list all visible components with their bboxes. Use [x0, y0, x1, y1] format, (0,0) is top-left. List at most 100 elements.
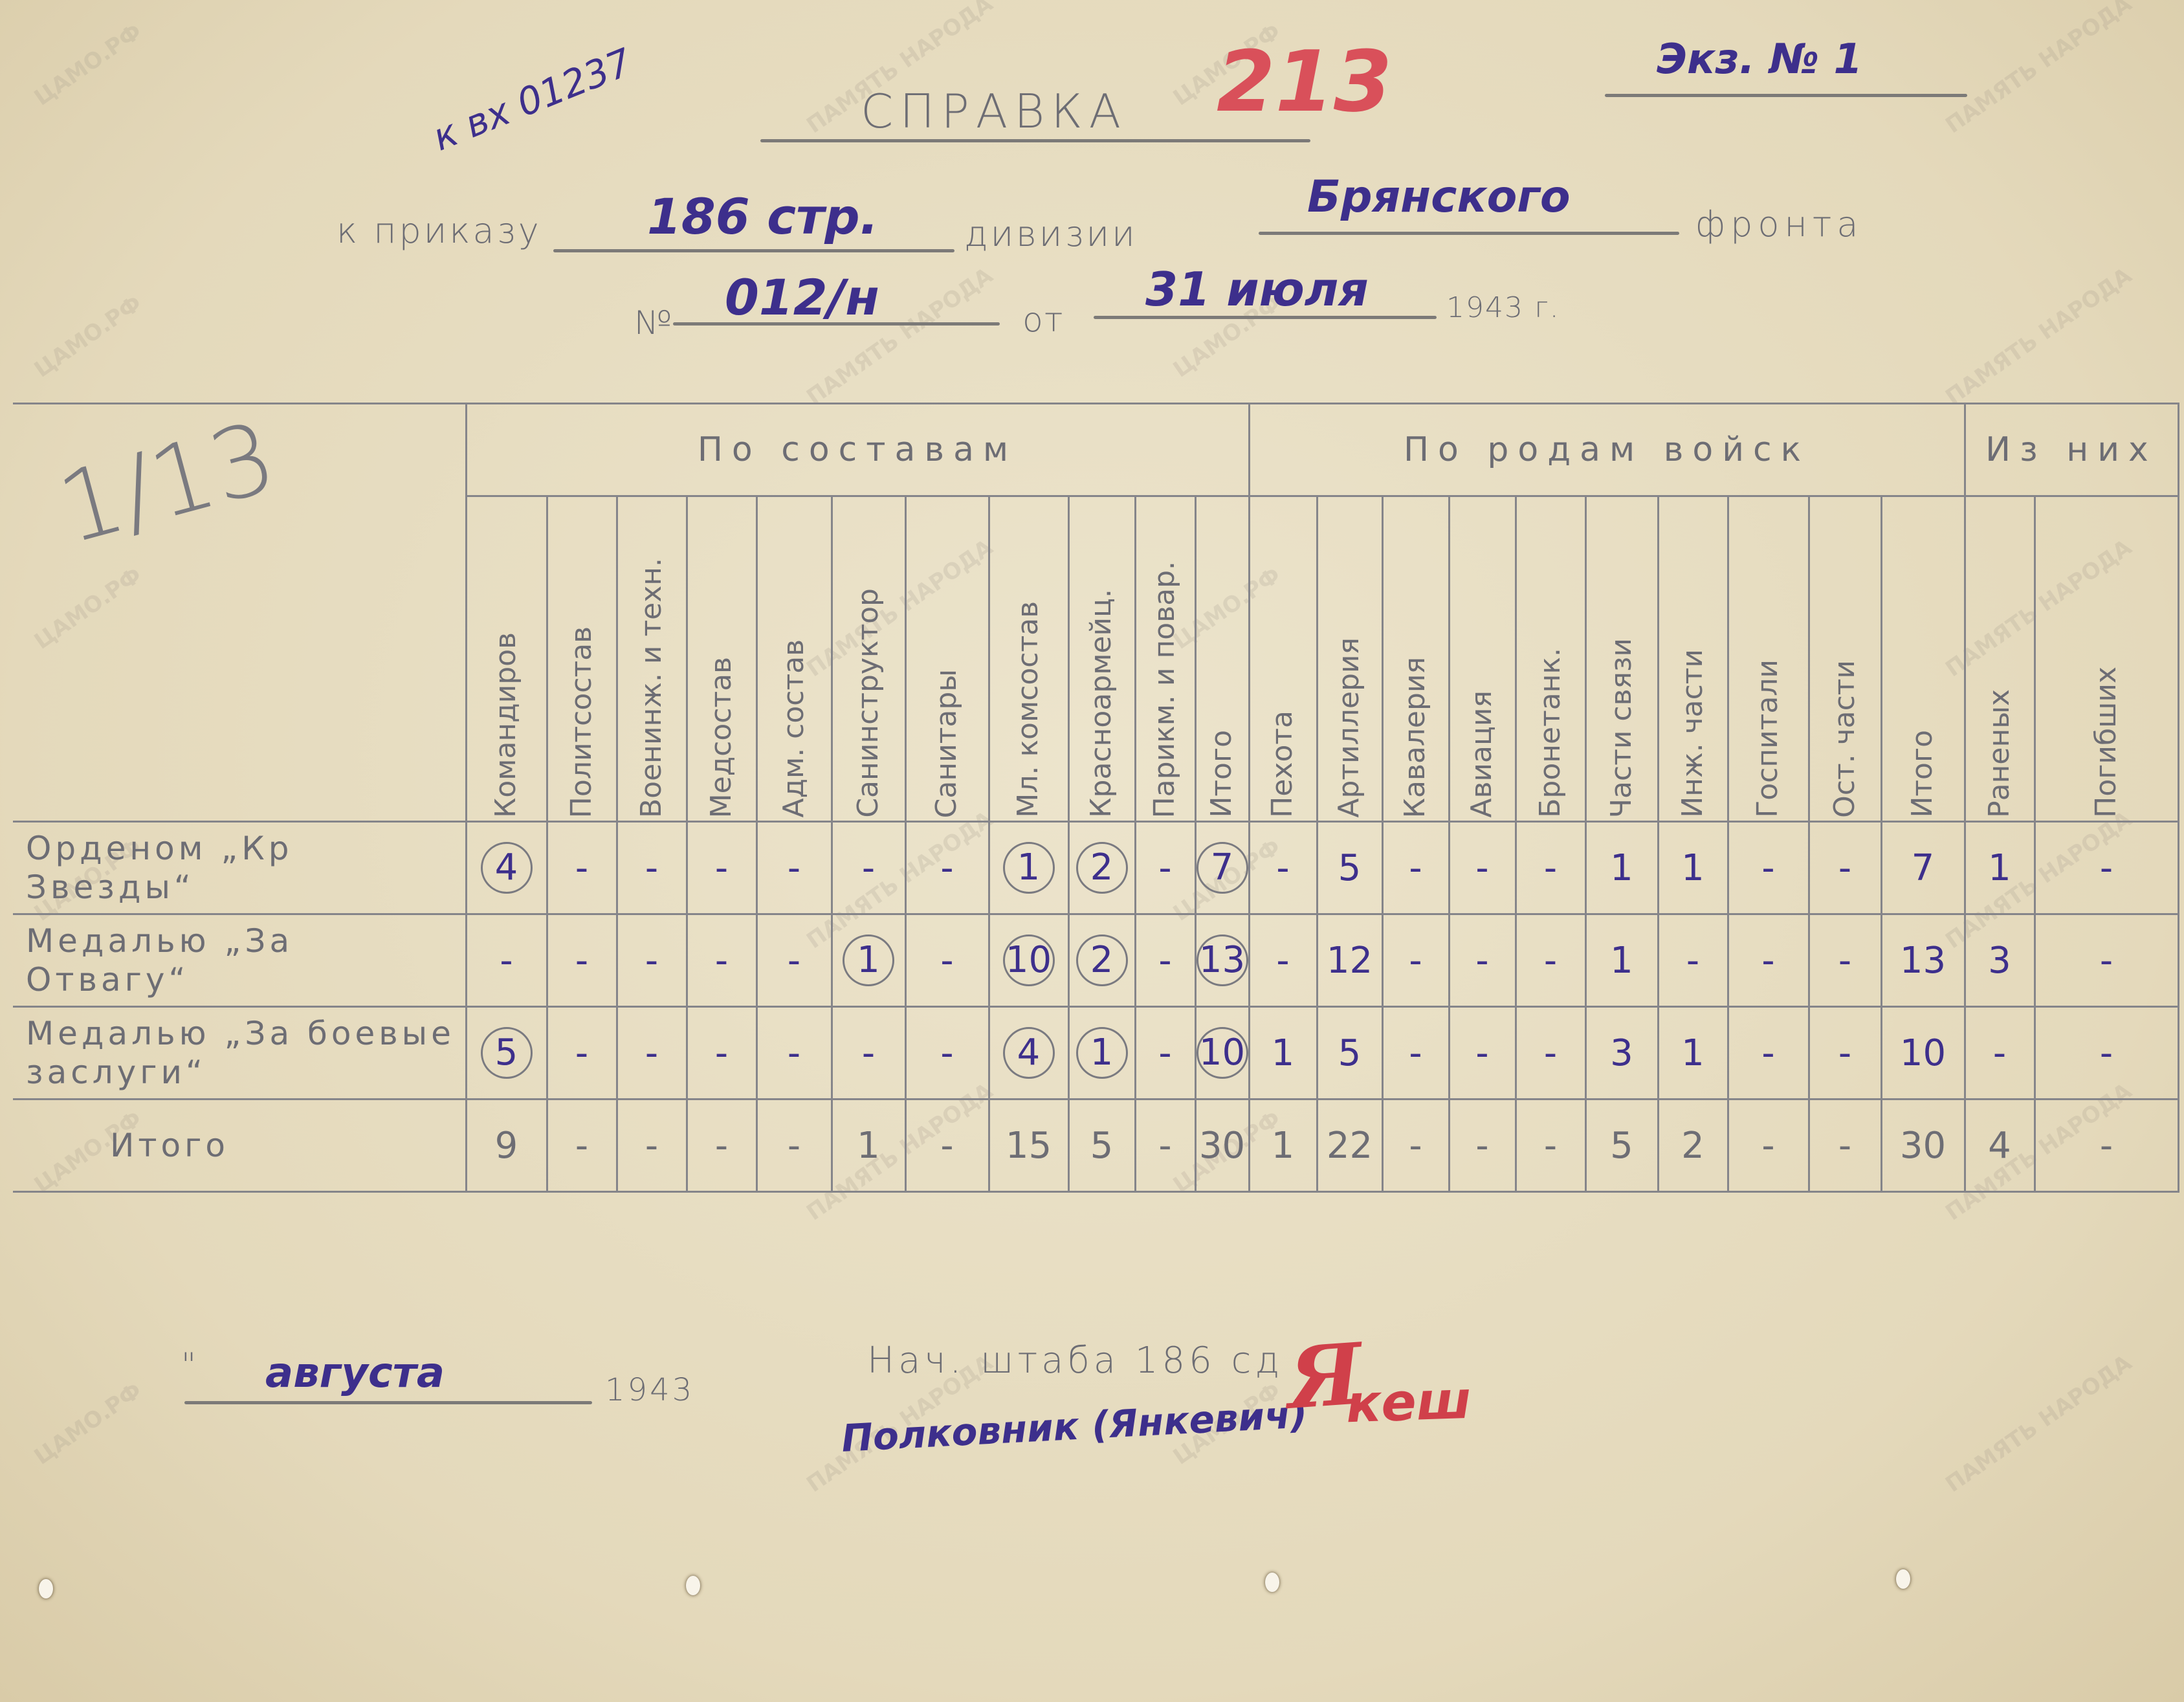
cell-value: - — [1761, 939, 1775, 982]
table-cell: - — [1657, 913, 1729, 1008]
table-cell: - — [1381, 821, 1450, 915]
table-cell: - — [546, 821, 618, 915]
cell-value: - — [861, 1032, 876, 1074]
division-label: дивизии — [964, 214, 1138, 254]
table-cell: 1 — [1584, 913, 1659, 1008]
column-header: Командиров — [465, 495, 548, 823]
cell-value: - — [940, 846, 954, 889]
table-cell: 3 — [1584, 1006, 1659, 1100]
punch-hole — [1896, 1569, 1910, 1589]
cell-value: - — [1761, 846, 1775, 889]
column-header-label: Погибших — [2089, 667, 2123, 818]
cell-value: - — [575, 1032, 589, 1074]
table-cell: - — [830, 821, 907, 915]
front-underline — [1259, 232, 1679, 235]
table-cell: - — [2033, 1098, 2179, 1193]
cell-value: 10 — [1899, 1032, 1947, 1074]
table-cell: - — [904, 1006, 990, 1100]
column-header-label: Адм. состав — [777, 639, 810, 818]
number-underline — [673, 322, 1000, 326]
cell-value: - — [1761, 1032, 1775, 1074]
corner-cell — [13, 403, 467, 823]
cell-value: - — [1543, 939, 1558, 982]
column-header-label: Санитары — [930, 669, 964, 818]
column-header-label: Итого — [1205, 730, 1239, 818]
table-cell: - — [1807, 1098, 1882, 1193]
table-cell: - — [685, 821, 758, 915]
cell-value: - — [1761, 1124, 1775, 1167]
column-header-label: Итого — [1906, 730, 1939, 818]
cell-value: 3 — [1610, 1032, 1633, 1074]
cell-value: 5 — [1610, 1124, 1633, 1167]
cell-value: - — [1158, 939, 1172, 982]
table-cell: 4 — [1963, 1098, 2036, 1193]
column-header-label: Раненых — [1982, 689, 2016, 818]
table-cell: 1 — [1067, 1006, 1136, 1100]
cell-value: - — [645, 939, 659, 982]
cell-value: 1 — [1271, 1124, 1295, 1167]
column-header-label: Парикм. и повар. — [1148, 560, 1182, 818]
cell-value: 9 — [494, 1124, 518, 1167]
cell-value: - — [500, 939, 513, 982]
cell-value: 30 — [1899, 1124, 1947, 1167]
table-cell: - — [615, 821, 688, 915]
cell-value: - — [1838, 1032, 1852, 1074]
chief-of-staff-label: Нач. штаба 186 сд — [867, 1340, 1284, 1382]
column-header: Госпитали — [1726, 495, 1810, 823]
cell-value: 2 — [1681, 1124, 1704, 1167]
cell-value: 15 — [1005, 1124, 1052, 1167]
cell-value: - — [714, 1124, 729, 1167]
table-cell: - — [755, 821, 833, 915]
column-header: Погибших — [2033, 495, 2179, 823]
table-cell: 30 — [1880, 1098, 1966, 1193]
punch-hole — [39, 1579, 53, 1598]
cell-value: - — [2099, 1124, 2113, 1167]
table-cell: - — [1248, 913, 1318, 1008]
table-cell: 10 — [1194, 1006, 1250, 1100]
cell-value: - — [575, 1124, 589, 1167]
table-cell: - — [1514, 913, 1587, 1008]
column-header-label: Санинструктор — [851, 588, 885, 818]
table-cell: 10 — [987, 913, 1070, 1008]
table-row: Медалью „За боевые заслуги“ 5- - - - - -4 1-10 1… — [13, 1006, 2179, 1100]
cell-value: 1 — [1988, 846, 2011, 889]
table-cell: 30 — [1194, 1098, 1250, 1193]
cell-value: - — [787, 1124, 801, 1167]
table-cell: - — [1381, 1098, 1450, 1193]
circled-value: 7 — [1196, 842, 1248, 894]
cell-value: - — [1158, 846, 1172, 889]
table-cell: 7 — [1194, 821, 1250, 915]
punch-hole — [686, 1576, 700, 1595]
table-cell: 5 — [1316, 1006, 1384, 1100]
table-cell: 9 — [465, 1098, 548, 1193]
column-header: Мл. комсостав — [987, 495, 1070, 823]
table-cell: - — [685, 1098, 758, 1193]
circled-value: 4 — [480, 842, 533, 894]
cell-value: 12 — [1326, 939, 1373, 982]
table-cell: - — [685, 913, 758, 1008]
date-from-label: от — [1022, 301, 1064, 340]
table-cell: - — [904, 913, 990, 1008]
row-label: Итого — [13, 1098, 467, 1193]
cell-value: - — [1543, 1124, 1558, 1167]
cell-value: - — [1992, 1032, 2007, 1074]
cell-value: - — [787, 846, 801, 889]
column-header: Санитары — [904, 495, 990, 823]
table-cell: - — [546, 913, 618, 1008]
cell-value: - — [940, 1124, 954, 1167]
column-header: Пехота — [1248, 495, 1318, 823]
table-cell: 1 — [1657, 821, 1729, 915]
cell-value: - — [1158, 1124, 1172, 1167]
table-cell: - — [1963, 1006, 2036, 1100]
cell-value: - — [714, 939, 729, 982]
column-header: Артиллерия — [1316, 495, 1384, 823]
table-row: Медалью „За Отвагу“ - - - - -1-10 2-13-12- - -1-… — [13, 913, 2179, 1008]
cell-value: - — [1543, 1032, 1558, 1074]
circled-value: 1 — [843, 934, 894, 986]
cell-value: - — [1158, 1032, 1172, 1074]
cell-value: - — [940, 1032, 954, 1074]
table-cell: - — [755, 1098, 833, 1193]
circled-value: 2 — [1075, 842, 1128, 894]
table-cell: - — [546, 1006, 618, 1100]
table-cell: - — [685, 1006, 758, 1100]
